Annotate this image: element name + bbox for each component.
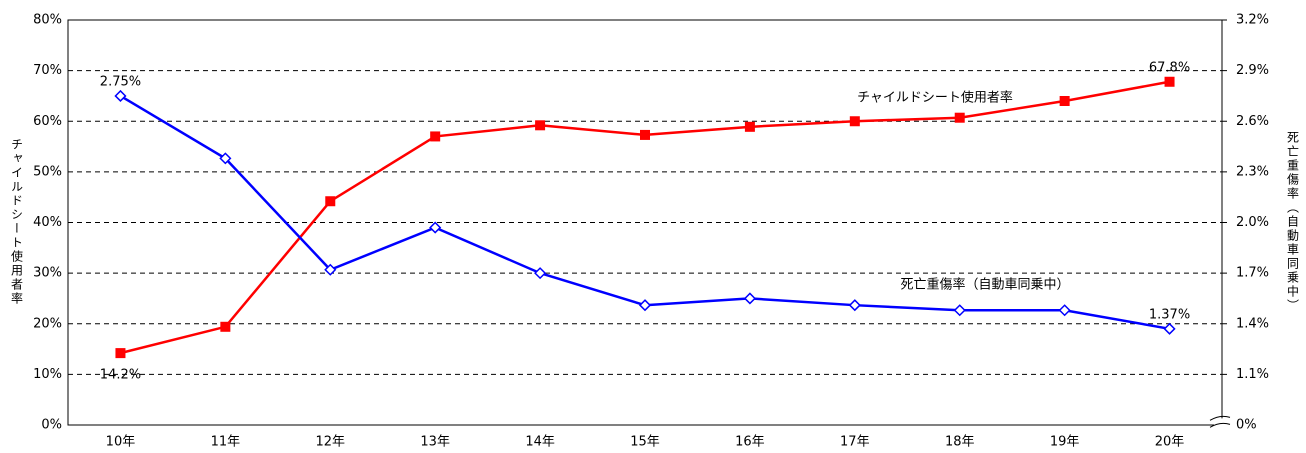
y2-tick-label: 2.9% xyxy=(1236,63,1269,78)
x-tick-label: 15年 xyxy=(630,435,660,450)
x-tick-label: 10年 xyxy=(106,435,136,450)
y-tick-label: 20% xyxy=(33,316,62,331)
marker xyxy=(743,292,756,305)
y-tick-label: 50% xyxy=(33,164,62,179)
series-line xyxy=(120,80,1170,355)
y-tick-label: 60% xyxy=(33,114,62,129)
y2-tick-label: 0% xyxy=(1236,418,1257,433)
data-label: 2.75% xyxy=(100,74,141,89)
marker xyxy=(114,89,127,102)
y2-tick-label: 2.0% xyxy=(1236,215,1269,230)
y2-tick-label: 1.1% xyxy=(1236,367,1269,382)
marker xyxy=(1059,96,1070,106)
x-tick-label: 11年 xyxy=(211,435,241,450)
y-tick-label: 10% xyxy=(33,367,62,382)
y2-tick-label: 2.6% xyxy=(1236,114,1269,129)
x-tick-label: 12年 xyxy=(315,435,345,450)
y-tick-label: 30% xyxy=(33,266,62,281)
marker xyxy=(220,321,231,332)
marker xyxy=(849,116,860,127)
y-tick-label: 0% xyxy=(41,418,62,433)
series-label: チャイルドシート使用者率 xyxy=(857,90,1013,106)
marker xyxy=(1163,322,1176,335)
marker xyxy=(115,348,126,359)
data-label: 1.37% xyxy=(1149,307,1190,322)
x-tick-label: 13年 xyxy=(420,435,450,450)
marker xyxy=(744,121,755,132)
y-tick-label: 40% xyxy=(33,215,62,230)
marker xyxy=(534,267,547,280)
axis-break-gap xyxy=(1214,418,1234,427)
marker xyxy=(429,221,442,234)
y2-tick-label: 1.7% xyxy=(1236,266,1269,281)
marker xyxy=(219,152,232,165)
marker xyxy=(848,299,861,312)
marker xyxy=(1164,76,1175,87)
x-tick-label: 18年 xyxy=(945,435,975,450)
y-axis-label: チャイルドシート使用者率 xyxy=(10,138,24,306)
axis-break xyxy=(1209,415,1231,428)
x-tick-label: 16年 xyxy=(735,435,765,450)
y2-axis-label: 死亡重傷率（自動車同乗中） xyxy=(1286,131,1300,313)
marker xyxy=(953,304,966,317)
marker xyxy=(535,120,546,131)
marker xyxy=(430,131,441,142)
marker xyxy=(1058,304,1071,317)
marker xyxy=(324,263,337,276)
y-tick-label: 80% xyxy=(33,13,62,28)
data-label: 67.8% xyxy=(1149,60,1190,75)
series-label: 死亡重傷率（自動車同乗中） xyxy=(900,277,1069,293)
y2-tick-label: 1.4% xyxy=(1236,316,1269,331)
y-tick-label: 70% xyxy=(33,63,62,78)
marker xyxy=(954,112,965,123)
marker xyxy=(325,196,336,207)
y2-tick-label: 2.3% xyxy=(1236,164,1269,179)
x-tick-label: 20年 xyxy=(1155,435,1185,450)
x-tick-label: 19年 xyxy=(1050,435,1080,450)
y2-tick-label: 3.2% xyxy=(1236,13,1269,28)
plot-frame xyxy=(67,19,1223,426)
x-tick-label: 14年 xyxy=(525,435,555,450)
x-tick-label: 17年 xyxy=(840,435,870,450)
data-label: 14.2% xyxy=(100,368,141,383)
marker xyxy=(640,129,650,140)
marker xyxy=(638,299,652,312)
